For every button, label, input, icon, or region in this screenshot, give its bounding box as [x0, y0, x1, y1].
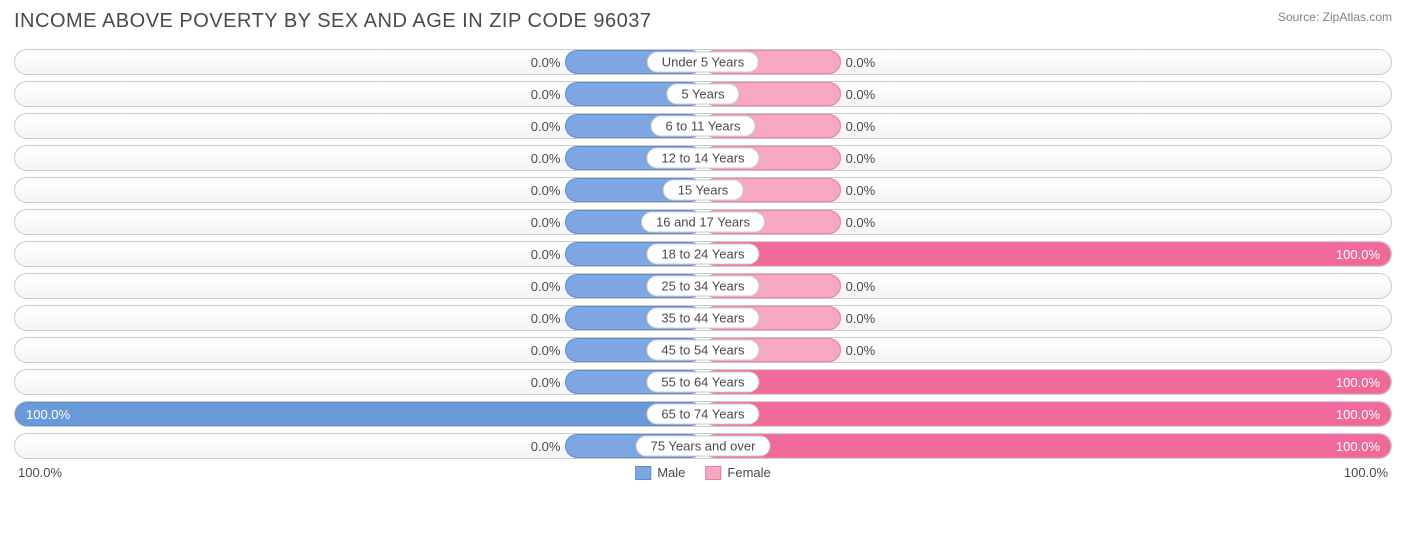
female-value: 0.0%: [846, 119, 876, 134]
category-label: 5 Years: [666, 84, 739, 105]
chart-row: 0.0% 0.0% 6 to 11 Years: [14, 113, 1392, 139]
male-value: 0.0%: [531, 87, 561, 102]
category-label: 55 to 64 Years: [646, 372, 759, 393]
female-value: 100.0%: [1326, 247, 1390, 262]
legend-female-label: Female: [727, 465, 770, 480]
male-value: 0.0%: [531, 119, 561, 134]
category-label: 65 to 74 Years: [646, 404, 759, 425]
male-bar: 100.0%: [15, 402, 703, 426]
male-value: 0.0%: [531, 343, 561, 358]
female-value: 0.0%: [846, 343, 876, 358]
female-bar: 100.0%: [703, 434, 1391, 458]
category-label: 18 to 24 Years: [646, 244, 759, 265]
chart-row: 0.0% 0.0% 35 to 44 Years: [14, 305, 1392, 331]
female-value: 100.0%: [1326, 375, 1390, 390]
female-value: 0.0%: [846, 215, 876, 230]
female-value: 0.0%: [846, 279, 876, 294]
male-value: 0.0%: [531, 183, 561, 198]
category-label: 6 to 11 Years: [651, 116, 756, 137]
male-value: 0.0%: [531, 215, 561, 230]
category-label: 25 to 34 Years: [646, 276, 759, 297]
chart-row: 0.0% 0.0% 15 Years: [14, 177, 1392, 203]
legend-male-swatch: [635, 466, 651, 480]
category-label: 15 Years: [663, 180, 744, 201]
legend: Male Female: [635, 465, 771, 480]
chart-row: 0.0% 0.0% Under 5 Years: [14, 49, 1392, 75]
category-label: 35 to 44 Years: [646, 308, 759, 329]
chart-row: 0.0% 100.0% 75 Years and over: [14, 433, 1392, 459]
male-value: 0.0%: [531, 375, 561, 390]
female-value: 0.0%: [846, 151, 876, 166]
legend-female-swatch: [705, 466, 721, 480]
axis-right-label: 100.0%: [1344, 465, 1388, 480]
x-axis: 100.0% Male Female 100.0%: [14, 465, 1392, 480]
chart-title: INCOME ABOVE POVERTY BY SEX AND AGE IN Z…: [14, 10, 651, 33]
chart-row: 0.0% 0.0% 45 to 54 Years: [14, 337, 1392, 363]
category-label: 12 to 14 Years: [646, 148, 759, 169]
male-value: 0.0%: [531, 311, 561, 326]
category-label: Under 5 Years: [647, 52, 759, 73]
male-value: 0.0%: [531, 439, 561, 454]
legend-female: Female: [705, 465, 770, 480]
male-value: 0.0%: [531, 55, 561, 70]
chart-row: 0.0% 0.0% 16 and 17 Years: [14, 209, 1392, 235]
female-value: 0.0%: [846, 87, 876, 102]
category-label: 75 Years and over: [636, 436, 771, 457]
category-label: 45 to 54 Years: [646, 340, 759, 361]
female-value: 100.0%: [1326, 439, 1390, 454]
chart-source: Source: ZipAtlas.com: [1278, 10, 1392, 24]
female-value: 0.0%: [846, 183, 876, 198]
legend-male-label: Male: [657, 465, 685, 480]
male-value: 0.0%: [531, 151, 561, 166]
chart-header: INCOME ABOVE POVERTY BY SEX AND AGE IN Z…: [14, 10, 1392, 33]
chart-row: 100.0% 100.0% 65 to 74 Years: [14, 401, 1392, 427]
female-value: 100.0%: [1326, 407, 1390, 422]
female-value: 0.0%: [846, 55, 876, 70]
legend-male: Male: [635, 465, 685, 480]
chart-row: 0.0% 0.0% 25 to 34 Years: [14, 273, 1392, 299]
chart-row: 0.0% 0.0% 12 to 14 Years: [14, 145, 1392, 171]
category-label: 16 and 17 Years: [641, 212, 765, 233]
female-bar: 100.0%: [703, 402, 1391, 426]
axis-left-label: 100.0%: [18, 465, 62, 480]
diverging-bar-chart: 0.0%0.0%Under 5 Years0.0%0.0%5 Years0.0%…: [14, 49, 1392, 459]
chart-row: 0.0% 100.0% 55 to 64 Years: [14, 369, 1392, 395]
male-value: 0.0%: [531, 247, 561, 262]
male-value: 100.0%: [16, 407, 80, 422]
chart-row: 0.0% 100.0% 18 to 24 Years: [14, 241, 1392, 267]
female-bar: 100.0%: [703, 242, 1391, 266]
female-value: 0.0%: [846, 311, 876, 326]
chart-row: 0.0% 0.0% 5 Years: [14, 81, 1392, 107]
male-value: 0.0%: [531, 279, 561, 294]
female-bar: 100.0%: [703, 370, 1391, 394]
